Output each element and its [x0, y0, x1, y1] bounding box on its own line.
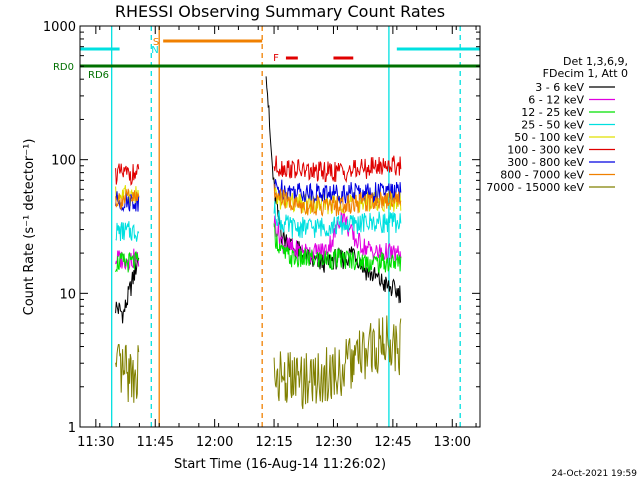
series-line [273, 184, 402, 217]
state-bar-label: RD0 [53, 62, 74, 73]
series-line [273, 201, 402, 239]
legend-entry: 300 - 800 keV [507, 156, 584, 169]
plot-area [111, 26, 461, 427]
x-tick-label: 11:30 [77, 435, 114, 450]
legend-entry: 6 - 12 keV [528, 94, 584, 107]
legend-header: Det 1,3,6,9, [563, 55, 628, 68]
x-tick-label: 12:45 [374, 435, 411, 450]
legend-entry: 3 - 6 keV [535, 81, 584, 94]
series-line [115, 221, 140, 242]
x-axis-label: Start Time (16-Aug-14 11:26:02) [174, 457, 386, 472]
series-line [115, 190, 140, 213]
legend-entry: 7000 - 15000 keV [486, 181, 584, 194]
y-tick-label: 1000 [43, 20, 76, 35]
chart-title: RHESSI Observing Summary Count Rates [115, 2, 445, 21]
state-bar-label: N [151, 45, 158, 56]
series-line [115, 188, 140, 211]
series-line [115, 250, 140, 273]
series-line [273, 208, 402, 264]
x-tick-label: 12:00 [196, 435, 233, 450]
x-tick-label: 13:00 [434, 435, 471, 450]
footer-timestamp: 24-Oct-2021 19:59 [552, 469, 638, 479]
legend-entry: 25 - 50 keV [521, 119, 584, 132]
series-line [273, 155, 402, 183]
series-line [273, 223, 402, 275]
y-axis-label: Count Rate (s⁻¹ detector⁻¹) [22, 139, 37, 316]
y-tick-label: 1 [68, 421, 76, 436]
series-line [115, 257, 140, 324]
x-tick-label: 12:15 [255, 435, 292, 450]
state-bar-label: RD6 [88, 70, 109, 81]
state-bar-label: S [153, 37, 159, 48]
y-tick-label: 100 [51, 154, 76, 169]
series-line [115, 343, 140, 403]
legend-entry: 12 - 25 keV [521, 106, 584, 119]
legend-entry: 800 - 7000 keV [500, 169, 584, 182]
legend-header: FDecim 1, Att 0 [543, 67, 628, 80]
x-tick-label: 11:45 [137, 435, 174, 450]
legend-entry: 100 - 300 keV [507, 144, 584, 157]
y-tick-label: 10 [59, 287, 76, 302]
state-bar-label: F [273, 53, 279, 64]
x-tick-label: 12:30 [315, 435, 352, 450]
plot-frame [79, 25, 481, 428]
series-line [115, 163, 140, 186]
series-line [273, 315, 402, 410]
legend-entry: 50 - 100 keV [514, 131, 584, 144]
